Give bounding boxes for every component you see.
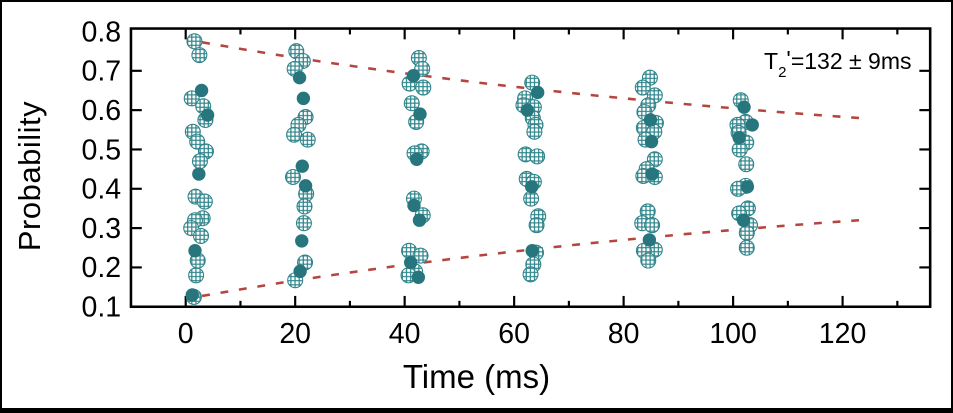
data-point-open (286, 126, 303, 143)
data-point-filled (406, 69, 421, 83)
data-point-open (738, 225, 755, 242)
data-point-filled (194, 83, 209, 98)
data-point-filled (296, 91, 311, 106)
data-point-filled (520, 103, 534, 117)
data-point-open (196, 193, 213, 210)
y-tick-label: 0.6 (82, 95, 122, 127)
t2-prime: ' (786, 46, 791, 72)
y-tick-label: 0.4 (82, 174, 122, 206)
data-point-filled (644, 134, 659, 149)
x-axis-title: Time (ms) (402, 358, 551, 395)
data-point-filled (412, 213, 427, 227)
data-point-filled (737, 100, 751, 114)
data-point-filled (740, 180, 755, 194)
data-point-open (526, 123, 543, 140)
data-point-open (412, 247, 429, 264)
data-point-open (193, 227, 210, 244)
data-point-open (738, 239, 755, 256)
data-point-open (634, 79, 651, 96)
data-point-open (299, 131, 316, 148)
y-tick-label: 0.5 (82, 134, 122, 166)
data-point-open (738, 156, 755, 173)
x-tick-label: 40 (389, 318, 421, 350)
data-point-filled (642, 233, 657, 247)
data-point-filled (295, 159, 309, 173)
y-axis-title: Probability (12, 100, 47, 252)
data-point-filled (524, 180, 539, 194)
x-tick-label: 0 (178, 318, 194, 350)
data-point-open (186, 33, 203, 50)
x-tick-label: 100 (709, 318, 757, 350)
data-point-filled (185, 288, 199, 302)
data-point-filled (643, 113, 658, 127)
data-point-filled (407, 198, 421, 213)
y-tick-label: 0.3 (82, 213, 122, 245)
data-point-filled (530, 85, 545, 100)
t2-fit-annotation: T2'=132 ± 9ms (764, 46, 912, 81)
data-point-filled (410, 152, 424, 166)
y-tick-label: 0.7 (82, 56, 122, 88)
data-point-filled (293, 264, 307, 279)
data-point-filled (200, 108, 215, 122)
y-tick-label: 0.8 (82, 16, 122, 48)
data-point-open (529, 148, 546, 165)
data-point-filled (413, 107, 427, 121)
t2-subscript: 2 (778, 64, 787, 81)
data-point-filled (404, 255, 418, 270)
data-point-open (403, 95, 420, 112)
plot-frame (129, 27, 932, 309)
data-point-filled (295, 234, 309, 248)
data-point-open (295, 215, 312, 232)
data-point-filled (645, 167, 659, 181)
x-tick-label: 120 (819, 318, 867, 350)
y-tick-label: 0.1 (82, 292, 122, 324)
data-point-filled (298, 179, 313, 193)
data-point-open (191, 153, 208, 170)
data-point-filled (411, 270, 426, 284)
data-point-filled (745, 118, 759, 132)
t2-value: =132 ± 9ms (790, 48, 912, 74)
data-point-open (296, 198, 313, 215)
data-point-filled (188, 244, 202, 258)
t2-symbol: T (764, 48, 779, 74)
data-point-filled (292, 71, 307, 85)
data-point-open (640, 252, 657, 269)
data-point-open (644, 217, 661, 234)
data-point-open (528, 217, 545, 234)
x-tick-label: 20 (279, 318, 311, 350)
data-point-filled (192, 167, 206, 181)
x-tick-label: 80 (608, 318, 640, 350)
y-tick-label: 0.2 (82, 252, 122, 284)
x-tick-label: 60 (498, 318, 530, 350)
data-point-filled (525, 244, 539, 258)
data-point-filled (732, 130, 746, 145)
data-point-open (191, 47, 208, 64)
data-point-open (284, 168, 302, 185)
data-point-filled (736, 213, 751, 227)
data-point-open (183, 90, 200, 107)
data-point-open (522, 266, 539, 283)
data-point-open (188, 267, 205, 284)
scatter-plot-canvas: 0 20 40 60 80 100 120 0.1 0.2 0.3 0.4 0.5 0.6 0.7 0.8 (82, 16, 932, 350)
data-point-open (415, 79, 432, 96)
